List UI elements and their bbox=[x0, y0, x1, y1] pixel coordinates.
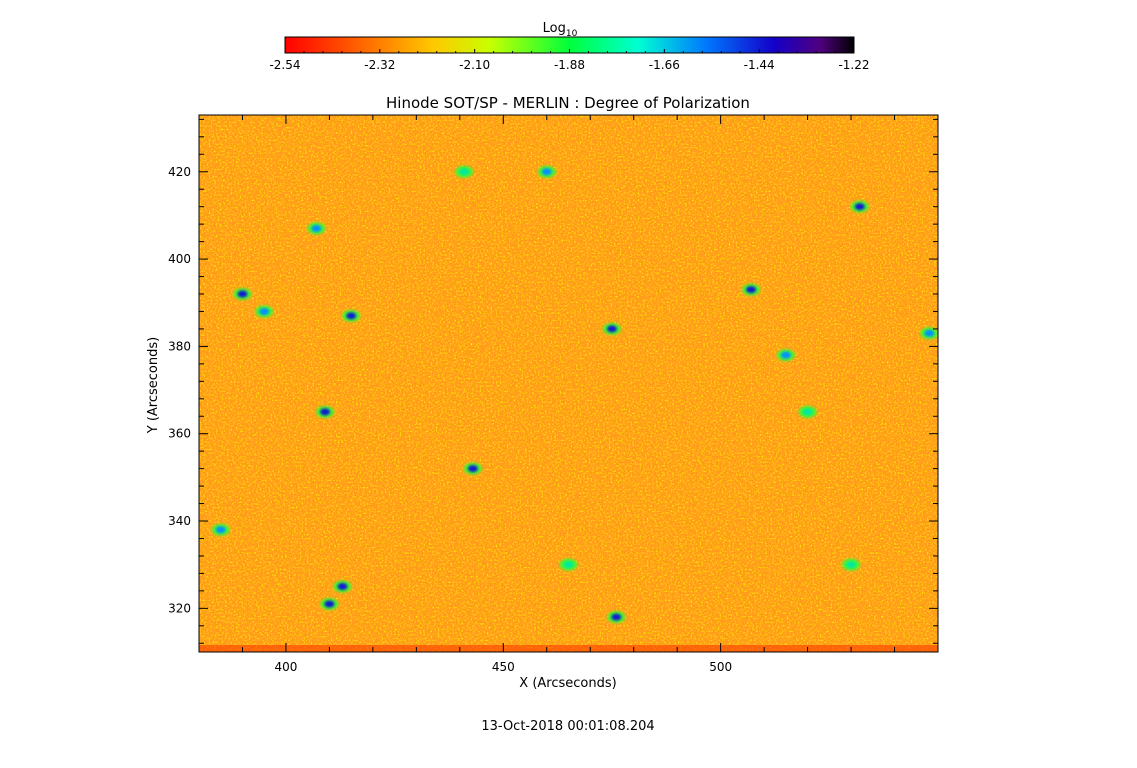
x-tick-label: 400 bbox=[274, 660, 297, 674]
chart-title: Hinode SOT/SP - MERLIN : Degree of Polar… bbox=[386, 94, 750, 112]
patch-core bbox=[459, 168, 470, 176]
patch-core bbox=[215, 526, 226, 534]
y-tick-label: 400 bbox=[168, 252, 191, 266]
y-axis-title: Y (Arcseconds) bbox=[146, 337, 161, 434]
heatmap-bottom-strip bbox=[199, 645, 938, 652]
colorbar-tick-label: -1.66 bbox=[649, 58, 680, 72]
colorbar-tick-label: -2.32 bbox=[364, 58, 395, 72]
colorbar-tick-label: -2.10 bbox=[459, 58, 490, 72]
plot-area bbox=[199, 115, 938, 652]
patch-core bbox=[846, 561, 857, 569]
patch-core bbox=[802, 408, 813, 416]
patch-core bbox=[324, 600, 335, 608]
x-axis: 400 450 500 bbox=[198, 115, 939, 674]
heatmap-speckle-red bbox=[199, 115, 938, 652]
x-axis-title: X (Arcseconds) bbox=[519, 676, 616, 691]
patch-core bbox=[541, 168, 552, 176]
patch-core bbox=[237, 290, 248, 298]
y-tick-label: 320 bbox=[168, 601, 191, 615]
y-tick-label: 420 bbox=[168, 165, 191, 179]
patch-core bbox=[337, 583, 348, 591]
x-tick-label: 500 bbox=[709, 660, 732, 674]
patch-core bbox=[924, 329, 935, 337]
colorbar-tick-label: -2.54 bbox=[269, 58, 300, 72]
x-tick-label: 450 bbox=[492, 660, 515, 674]
y-tick-label: 340 bbox=[168, 514, 191, 528]
colorbar-ticks: -2.54 -2.32 -2.10 -1.88 -1.66 -1.44 -1.22 bbox=[269, 49, 870, 72]
y-axis: 320 340 360 380 400 420 bbox=[168, 118, 938, 644]
patch-core bbox=[320, 408, 331, 416]
patch-core bbox=[854, 203, 865, 211]
patch-core bbox=[346, 312, 357, 320]
patch-core bbox=[606, 325, 617, 333]
colorbar: Log10 -2.54 -2.32 -2.10 -1.88 -1.66 -1.44 -1.2… bbox=[269, 21, 869, 72]
colorbar-tick-label: -1.88 bbox=[554, 58, 585, 72]
plot-frame bbox=[198, 114, 939, 653]
patch-core bbox=[746, 286, 757, 294]
patch-core bbox=[259, 307, 270, 315]
colorbar-tick-label: -1.44 bbox=[744, 58, 775, 72]
colorbar-tick-label: -1.22 bbox=[838, 58, 869, 72]
colorbar-label: Log10 bbox=[543, 21, 578, 39]
patch-core bbox=[611, 613, 622, 621]
patch-core bbox=[780, 351, 791, 359]
patch-core bbox=[467, 465, 478, 473]
heatmap-patches bbox=[211, 165, 938, 624]
patch-core bbox=[563, 561, 574, 569]
y-tick-label: 360 bbox=[168, 427, 191, 441]
patch-core bbox=[311, 225, 322, 233]
y-tick-label: 380 bbox=[168, 339, 191, 353]
timestamp: 13-Oct-2018 00:01:08.204 bbox=[481, 719, 654, 734]
